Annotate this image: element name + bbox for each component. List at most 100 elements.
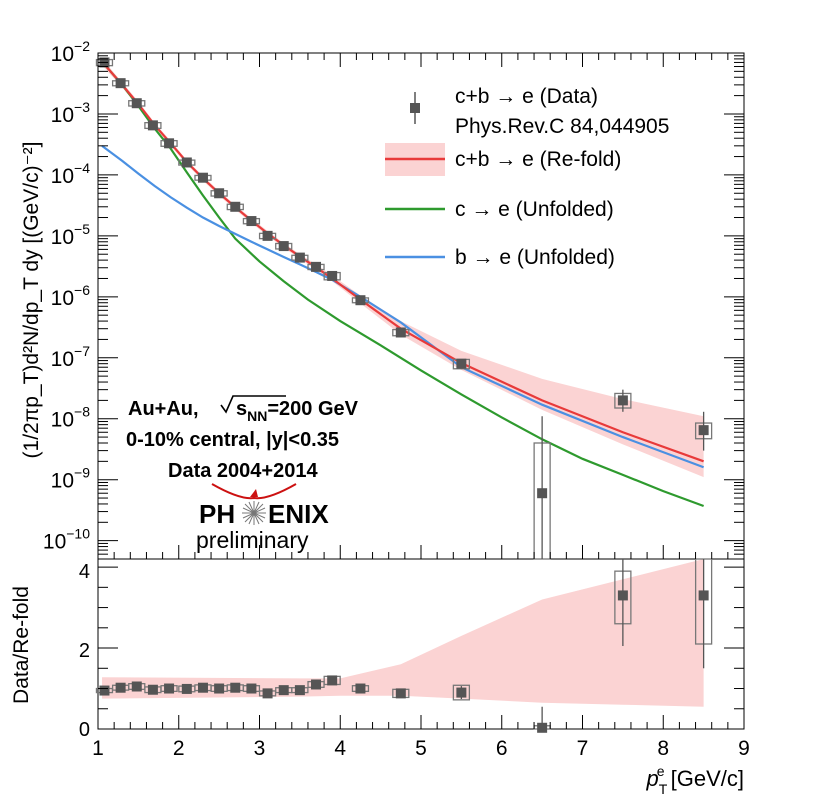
data-point-top xyxy=(128,98,146,109)
data-marker xyxy=(617,395,628,406)
top-data-points xyxy=(95,57,713,560)
data-marker xyxy=(456,358,467,369)
data-marker xyxy=(327,270,338,281)
data-marker xyxy=(294,252,305,263)
data-marker xyxy=(278,241,289,252)
data-point-top xyxy=(351,295,370,306)
logo-flame xyxy=(250,489,258,497)
ratio-point xyxy=(291,685,309,696)
refold-band-area xyxy=(102,58,704,478)
data-point-top xyxy=(258,230,277,241)
data-marker xyxy=(115,78,126,89)
ratio-marker xyxy=(147,684,158,695)
y-tick-exp: −4 xyxy=(74,160,90,176)
data-marker xyxy=(197,172,208,183)
y-tick-base: 10 xyxy=(51,43,74,66)
ratio-marker xyxy=(99,685,110,696)
x-tick-label: 4 xyxy=(334,737,346,760)
ratio-point xyxy=(614,559,632,647)
data-point-top xyxy=(242,216,261,227)
y-tick-label-top: 10−7 xyxy=(51,343,91,371)
data-marker xyxy=(131,98,142,109)
ratio-marker xyxy=(355,683,366,694)
y-tick-label-top: 10−6 xyxy=(51,282,91,310)
x-label-sub: T xyxy=(659,781,668,797)
x-label-unit: [GeV/c] xyxy=(665,766,744,791)
legend-bottom-label: b → e (Unfolded) xyxy=(455,246,615,269)
legend-data-marker xyxy=(410,103,420,113)
y-tick-base: 10 xyxy=(51,287,74,310)
y-tick-label-top: 10−4 xyxy=(51,160,91,188)
ratio-point xyxy=(258,688,277,699)
y-tick-label-top: 10−5 xyxy=(51,221,91,249)
data-point-top xyxy=(275,241,293,252)
ratio-marker xyxy=(115,682,126,693)
ratio-marker xyxy=(537,722,548,733)
ratio-point xyxy=(452,684,471,701)
ratio-sys-box xyxy=(452,684,471,701)
y-tick-label-top: 10−10 xyxy=(43,526,90,554)
y-axis-label-top: (1/2πp_T)d²N/dp_T dy [(GeV/c)⁻²] xyxy=(20,142,43,459)
ratio-point xyxy=(323,675,341,686)
y-tick-exp: −9 xyxy=(74,465,90,481)
bottom-ytick-0: 0 xyxy=(79,719,90,741)
ratio-marker xyxy=(311,679,322,690)
x-tick-labels: 1 2 3 4 5 6 7 8 9 xyxy=(92,737,750,760)
legend: c+b → e (Data) Phys.Rev.C 84,044905 c+b … xyxy=(385,85,669,269)
y-tick-exp: −6 xyxy=(74,282,90,298)
data-point-top xyxy=(614,389,632,412)
data-point-top xyxy=(210,188,228,199)
y-tick-exp: −3 xyxy=(74,99,90,115)
x-tick-label: 8 xyxy=(657,737,669,760)
data-point-top xyxy=(144,120,162,131)
annotation-sqrt-sub: NN xyxy=(247,408,267,424)
x-label-sup: e xyxy=(657,763,665,779)
data-point-top xyxy=(178,157,196,168)
logo-star-icon xyxy=(242,501,266,525)
data-point-top xyxy=(323,270,341,281)
ratio-marker xyxy=(327,675,338,686)
legend-data-label: c+b → e (Data) xyxy=(455,85,598,108)
y-tick-base: 10 xyxy=(43,531,66,554)
ratio-point xyxy=(160,683,178,694)
annotation-sqrt-s: s xyxy=(236,398,247,420)
y-tick-exp: −7 xyxy=(74,343,90,359)
data-marker xyxy=(311,261,322,272)
phenix-logo: PH ENIX preliminary xyxy=(196,483,329,553)
data-marker xyxy=(355,295,366,306)
data-point-top xyxy=(160,138,178,149)
ratio-marker xyxy=(395,688,406,699)
sqrt-sign xyxy=(220,395,286,414)
data-point-top xyxy=(307,261,325,272)
data-marker xyxy=(262,230,273,241)
y-tick-labels-top: 10−210−310−410−510−610−710−810−910−10 xyxy=(43,38,90,554)
ratio-marker xyxy=(230,682,241,693)
data-marker xyxy=(147,120,158,131)
y-tick-exp: −5 xyxy=(74,221,90,237)
ratio-marker xyxy=(456,687,467,698)
ratio-marker xyxy=(698,590,709,601)
data-point-top xyxy=(392,327,410,338)
ratio-marker xyxy=(278,685,289,696)
data-point-top xyxy=(226,201,244,212)
y-tick-base: 10 xyxy=(51,409,74,432)
y-tick-base: 10 xyxy=(51,348,74,371)
data-marker xyxy=(698,425,709,436)
ratio-band-area xyxy=(102,559,704,707)
x-label-var: p xyxy=(645,766,658,791)
data-marker xyxy=(537,488,548,499)
y-tick-base: 10 xyxy=(51,165,74,188)
y-tick-label-top: 10−3 xyxy=(51,99,91,127)
ratio-point xyxy=(242,683,261,694)
logo-arc xyxy=(211,483,297,500)
data-point-top xyxy=(694,411,713,451)
data-point-top xyxy=(533,416,551,560)
y-tick-label-top: 10−2 xyxy=(51,38,91,66)
ratio-marker xyxy=(131,681,142,692)
annotation-line2: 0-10% central, |y|<0.35 xyxy=(126,429,339,451)
x-tick-label: 7 xyxy=(577,737,589,760)
logo-left: PH xyxy=(199,499,235,529)
y-tick-label-top: 10−9 xyxy=(51,465,91,493)
y-tick-base: 10 xyxy=(51,226,74,249)
refold-band-ratio xyxy=(102,559,704,707)
